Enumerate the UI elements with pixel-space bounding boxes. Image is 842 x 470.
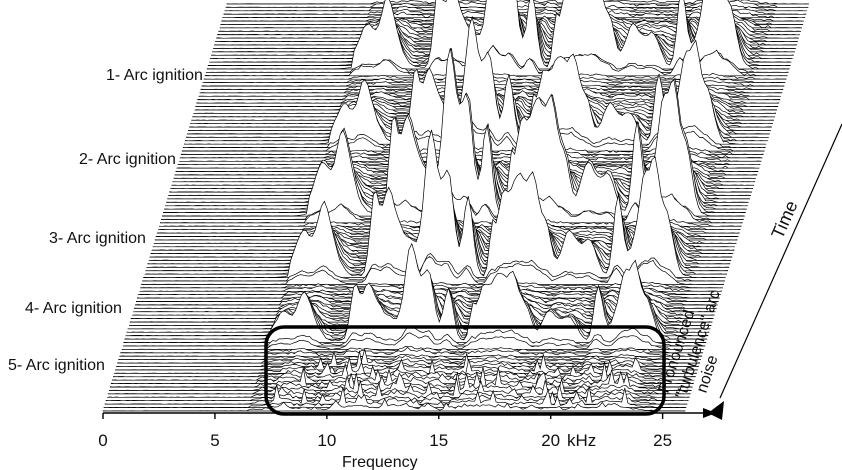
spectrum-trace [143, 129, 726, 278]
x-tick-label-1: 5 [210, 431, 219, 450]
time-axis-arrowhead [708, 401, 724, 420]
spectrum-trace [105, 380, 689, 402]
spectrum-trace [206, 0, 790, 70]
spectrum-trace [117, 355, 700, 364]
time-axis-line [719, 123, 842, 399]
spectrum-trace [121, 332, 704, 350]
spectrum-traces [102, 0, 810, 412]
x-tick-label-3: 15 [429, 431, 448, 450]
spectrum-trace [116, 348, 699, 367]
turbulence-highlight-box [264, 325, 666, 416]
spectrum-trace [103, 386, 687, 408]
kHz-unit-label: kHz [567, 431, 596, 450]
event-label-3: 3- Arc ignition [49, 230, 146, 247]
spectrum-trace [104, 384, 688, 405]
spectrum-trace [123, 242, 707, 343]
y-axis-title: Time [767, 198, 801, 242]
spectrum-trace [107, 377, 690, 398]
event-label-5: 5- Arc ignition [8, 357, 105, 374]
spectrum-trace [112, 362, 695, 381]
x-tick-label-5: 25 [653, 431, 672, 450]
spectrum-trace [107, 371, 691, 395]
frequency-ticks: 0 5 10 15 20 25 [98, 413, 672, 450]
spectrum-trace [119, 346, 703, 357]
event-label-1: 1- Arc ignition [106, 67, 203, 84]
spectrum-trace [102, 398, 686, 412]
x-tick-label-2: 10 [317, 431, 336, 450]
spectrum-trace [120, 345, 704, 354]
x-axis-title: Frequency [342, 454, 418, 470]
event-label-4: 4- Arc ignition [25, 300, 122, 317]
x-tick-label-4: 20 [541, 431, 560, 450]
event-label-2: 2- Arc ignition [79, 151, 176, 168]
x-tick-label-0: 0 [98, 431, 107, 450]
